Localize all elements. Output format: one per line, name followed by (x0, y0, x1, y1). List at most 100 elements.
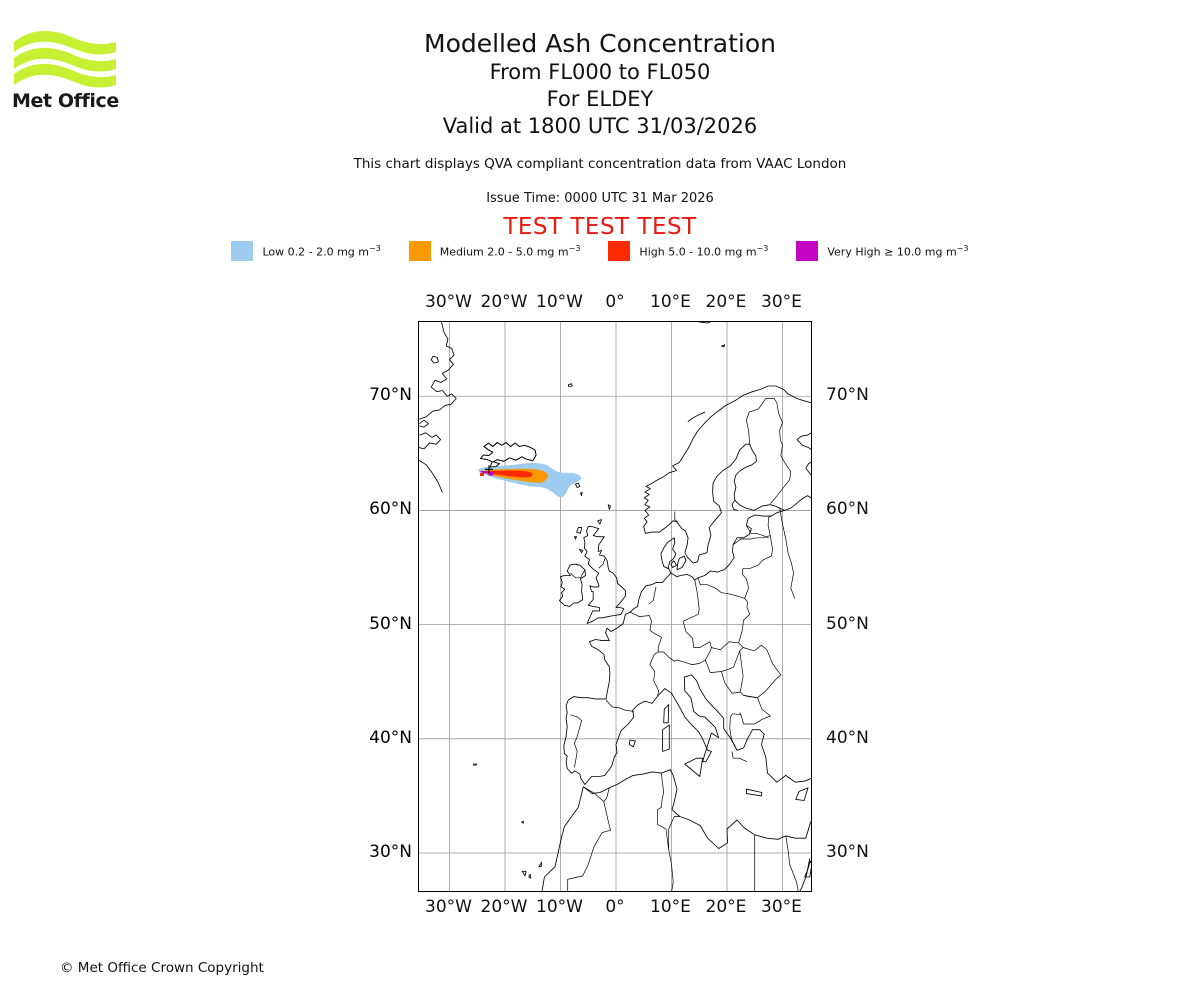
coastline-norway-west (643, 385, 789, 534)
lat-tick-right-40N: 40°N (826, 727, 869, 748)
legend-item-low: Low 0.2 - 2.0 mg m−3 (231, 241, 381, 261)
legend-swatch-very-high (796, 241, 819, 261)
lat-tick-left-60N: 60°N (369, 499, 412, 520)
coastline-sicily (684, 757, 704, 777)
border-line-6 (663, 566, 669, 570)
lat-tick-left-70N: 70°N (369, 385, 412, 406)
border-line-29 (785, 835, 799, 891)
test-banner: TEST TEST TEST (503, 214, 697, 240)
border-line-22 (779, 508, 796, 599)
lat-tick-right-70N: 70°N (826, 385, 869, 406)
coastline-europe-south (563, 572, 811, 785)
coastline-oslofjord (674, 511, 678, 523)
legend-label-low: Low 0.2 - 2.0 mg m−3 (262, 243, 381, 259)
coastline-greenland-island (430, 355, 439, 364)
border-line-11 (721, 671, 741, 694)
lon-tick-0: 0° (605, 292, 625, 312)
border-line-13 (729, 713, 741, 751)
coastline-bear-island (720, 344, 726, 348)
lon-tick-10E: 10°E (650, 897, 691, 917)
coastline-greenland-east (419, 322, 457, 420)
coastline-outer-hebrides-n (576, 527, 583, 534)
chart-description: This chart displays QVA compliant concen… (353, 156, 847, 172)
coastline-faroe-south (580, 491, 583, 497)
lon-tick-0: 0° (605, 897, 625, 917)
border-line-27 (668, 816, 680, 850)
legend-swatch-low (231, 241, 254, 261)
coastline-crete (745, 788, 763, 797)
border-finland-east (746, 398, 792, 504)
coastline-faroe-islands (575, 482, 581, 489)
border-line-3 (649, 621, 662, 652)
legend-label-medium: Medium 2.0 - 5.0 mg m−3 (439, 243, 581, 259)
legend-label-high: High 5.0 - 10.0 mg m−3 (639, 243, 769, 259)
coastline-levant (807, 820, 811, 833)
border-line-0 (605, 699, 634, 712)
border-line-19 (746, 525, 769, 539)
legend-swatch-high (608, 241, 631, 261)
border-line-15 (697, 577, 748, 603)
lon-tick-20W: 20°W (480, 897, 528, 917)
coastline-cyprus (795, 787, 809, 801)
border-scotland-england (598, 558, 606, 569)
lon-tick-30E: 30°E (761, 292, 802, 312)
legend-label-very-high: Very High ≥ 10.0 mg m−3 (827, 243, 969, 259)
coastline-azores (472, 763, 478, 766)
coastline-fuerteventura (538, 861, 543, 868)
coastline-outer-hebrides-s (573, 536, 578, 540)
coastline-norway-south (644, 520, 679, 534)
concentration-legend: Low 0.2 - 2.0 mg m−3 Medium 2.0 - 5.0 mg… (0, 241, 1200, 261)
legend-item-high: High 5.0 - 10.0 mg m−3 (608, 241, 768, 261)
met-office-logo (12, 28, 122, 113)
coastline-greenland-south (419, 432, 442, 450)
longitude-axis-top: 30°W 20°W 10°W 0° 10°E 20°E 30°E (418, 292, 812, 314)
latitude-axis-right: 70°N 60°N 50°N 40°N 30°N (818, 321, 898, 892)
lon-tick-30W: 30°W (425, 292, 472, 312)
lat-tick-left-40N: 40°N (369, 727, 412, 748)
border-line-1 (570, 714, 582, 768)
border-northern-ireland (570, 569, 586, 579)
coastline-shetland (607, 504, 611, 510)
border-line-24 (594, 787, 610, 803)
met-office-waves-icon (14, 31, 116, 88)
lon-tick-20E: 20°E (705, 292, 747, 312)
border-line-4 (649, 651, 660, 696)
coastline-ladoga (784, 495, 811, 511)
lon-tick-20E: 20°E (705, 897, 747, 917)
legend-item-medium: Medium 2.0 - 5.0 mg m−3 (408, 241, 581, 261)
map-panel[interactable] (418, 321, 812, 892)
coastline-denmark-jutland (660, 537, 677, 574)
coastline-gran-canaria (528, 874, 531, 879)
coastline-jan-mayen (567, 383, 573, 387)
copyright-notice: © Met Office Crown Copyright (60, 960, 264, 976)
coastline-svalbard (698, 322, 712, 324)
coastline-baltic-south (670, 443, 786, 581)
coastline-greenland-islet (419, 419, 429, 428)
flight-level-range: From FL000 to FL050 (489, 60, 711, 84)
border-line-26 (657, 773, 674, 891)
lon-tick-20W: 20°W (480, 292, 528, 312)
border-line-14 (731, 751, 748, 763)
border-line-2 (629, 611, 652, 622)
border-line-10 (739, 644, 782, 699)
lon-tick-30E: 30°E (761, 897, 802, 917)
coastline-red-sea-west (799, 858, 811, 891)
coastline-iceland-overlay (480, 442, 537, 468)
coastline-onega (805, 461, 811, 476)
latitude-axis-left: 70°N 60°N 50°N 40°N 30°N (340, 321, 412, 892)
volcano-source-marker (484, 465, 493, 474)
border-line-25 (567, 801, 611, 891)
coastline-denmark-funen (670, 560, 677, 568)
coastline-mallorca (628, 739, 636, 748)
coastline-kola (787, 393, 811, 404)
brand-name: Met Office (12, 90, 119, 112)
border-line-16 (738, 601, 751, 644)
border-line-17 (742, 568, 749, 599)
coastline-tenerife (521, 870, 527, 877)
coastline-north-africa (561, 769, 808, 849)
coastline-orkney (597, 519, 603, 525)
map-canvas (419, 322, 811, 891)
map-frame[interactable] (418, 321, 812, 892)
coastline-madeira (521, 820, 524, 824)
coastline-morocco-south (541, 836, 563, 891)
